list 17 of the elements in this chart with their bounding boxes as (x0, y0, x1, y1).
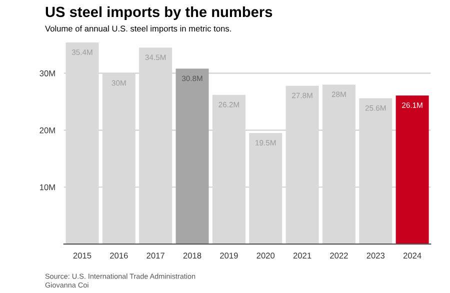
y-tick-label: 10M (40, 184, 55, 190)
x-tick-label: 2018 (183, 252, 202, 259)
x-tick-label: 2020 (256, 252, 275, 259)
bar (176, 68, 209, 244)
x-tick-label: 2022 (330, 252, 348, 259)
x-tick-label: 2021 (293, 252, 312, 259)
y-tick-label: 30M (40, 70, 55, 76)
bar (396, 95, 429, 244)
x-tick-label: 2015 (73, 252, 92, 259)
x-tick-label: 2024 (403, 252, 422, 259)
chart-subtitle: Volume of annual U.S. steel imports in metric tons. (45, 25, 231, 34)
chart-title: US steel imports by the numbers (46, 6, 272, 20)
x-tick-label: 2019 (220, 252, 238, 259)
x-tick-label: 2023 (366, 252, 385, 259)
y-tick-label: 20M (40, 127, 55, 134)
x-tick-label: 2016 (110, 252, 128, 259)
x-tick-label: 2017 (146, 252, 164, 259)
